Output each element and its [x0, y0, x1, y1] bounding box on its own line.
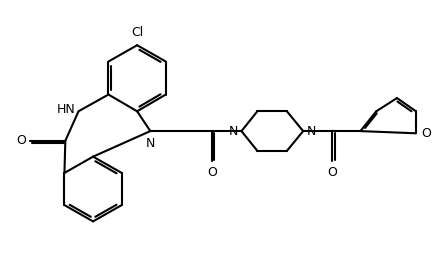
Text: N: N: [229, 125, 238, 138]
Text: O: O: [16, 134, 26, 147]
Text: N: N: [307, 125, 316, 138]
Text: O: O: [327, 166, 337, 179]
Text: N: N: [146, 137, 155, 150]
Text: O: O: [421, 127, 431, 140]
Text: HN: HN: [56, 103, 75, 116]
Text: O: O: [207, 166, 217, 179]
Text: Cl: Cl: [131, 26, 143, 39]
